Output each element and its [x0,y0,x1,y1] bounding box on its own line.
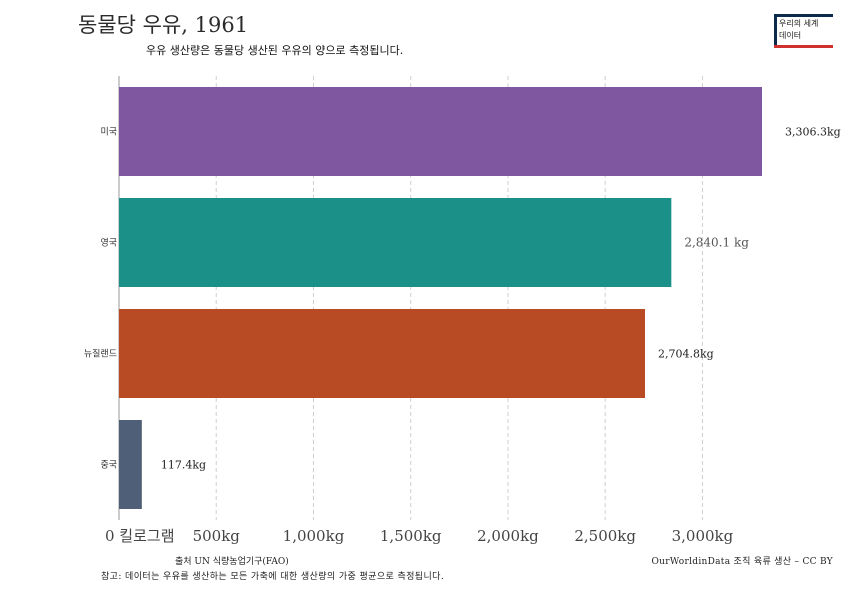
x-tick-label: 500kg [193,527,241,545]
value-label: 2,840.1 kg [684,236,749,250]
x-tick-label: 3,000kg [672,527,734,545]
x-tick-label: 1,000kg [283,527,345,545]
bar[interactable] [119,198,671,287]
x-tick-label: 2,500kg [574,527,636,545]
value-label: 2,704.8kg [658,348,714,361]
value-label: 3,306.3kg [785,126,841,139]
category-label: 미국 [100,127,117,138]
bar[interactable] [119,420,142,509]
bar[interactable] [119,87,762,176]
category-label: 뉴질랜드 [84,348,117,360]
value-label: 117.4kg [161,459,206,472]
x-tick-label: 1,500kg [380,527,442,545]
x-tick-label: 2,000kg [477,527,539,545]
category-label: 영국 [100,238,117,249]
x-tick-label: 0 킬로그램 [105,527,175,545]
note-text: 참고: 데이터는 우유를 생산하는 모든 가축에 대한 생산량의 가중 평균으로… [101,569,444,582]
source-text: 출처 UN 식량농업기구(FAO) [175,554,289,567]
category-label: 중국 [100,460,117,471]
bar[interactable] [119,309,645,398]
credit-text[interactable]: OurWorldinData 조직 육류 생산 – CC BY [651,554,833,567]
